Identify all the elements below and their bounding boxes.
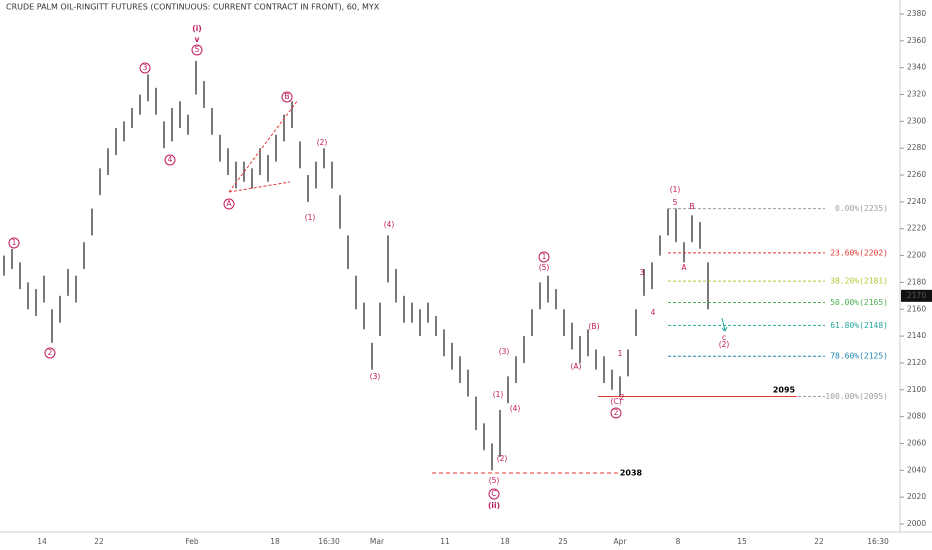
chart-title: CRUDE PALM OIL-RINGITT FUTURES (CONTINUO… — [6, 3, 380, 12]
x-tick-label: 18 — [270, 537, 280, 546]
wave-label: 4 — [168, 155, 173, 164]
x-tick-label: 14 — [37, 537, 47, 546]
level-label: 2038 — [620, 469, 643, 478]
wave-circle — [488, 488, 500, 500]
y-tick-label: 2040 — [907, 465, 926, 474]
wave-label: (2) — [317, 138, 328, 147]
fib-label: 38.20%(2181) — [830, 277, 888, 286]
wave-label: 1 — [12, 238, 17, 247]
wave-label: 2 — [614, 408, 619, 417]
fib-label: 61.80%(2148) — [830, 321, 888, 330]
wave-label: (A) — [571, 362, 582, 371]
wave-label: (B) — [589, 322, 600, 331]
wave-label: v — [195, 35, 200, 44]
x-tick-label: 15 — [737, 537, 747, 546]
y-tick-label: 2260 — [907, 170, 926, 179]
y-tick-label: 2340 — [907, 63, 926, 72]
wave-circle — [44, 347, 56, 359]
x-tick-label: 16:30 — [867, 537, 889, 546]
wave-label: (ii) — [488, 501, 500, 510]
y-tick-label: 2060 — [907, 438, 926, 447]
wave-circle — [538, 251, 550, 263]
last-price-tag — [901, 289, 932, 302]
wave-circle — [610, 407, 622, 419]
y-tick-label: 2020 — [907, 492, 926, 501]
wave-circle — [223, 198, 235, 210]
x-tick-label: 11 — [440, 537, 450, 546]
wave-label: c — [722, 333, 726, 342]
y-tick-label: 2220 — [907, 224, 926, 233]
wave-label: 1 — [542, 252, 547, 261]
y-tick-label: 2100 — [907, 385, 926, 394]
wave-label: 3 — [640, 268, 645, 277]
y-tick-label: 2120 — [907, 358, 926, 367]
x-tick-label: 22 — [814, 537, 824, 546]
wave-circle — [281, 91, 293, 103]
x-tick-label: 8 — [676, 537, 681, 546]
y-tick-label: 2180 — [907, 277, 926, 286]
y-tick-label: 2000 — [907, 519, 926, 528]
wave-circle — [164, 154, 176, 166]
wave-circle — [8, 237, 20, 249]
y-tick-label: 2320 — [907, 90, 926, 99]
wave-label: 2 — [48, 348, 53, 357]
level-label: 2095 — [773, 386, 796, 395]
wave-label: 3 — [143, 63, 148, 72]
wave-label: 1 — [618, 349, 623, 358]
wave-label: (2) — [497, 454, 508, 463]
x-tick-label: 22 — [94, 537, 104, 546]
wave-circle — [139, 62, 151, 74]
y-tick-label: 2300 — [907, 116, 926, 125]
wave-label: (3) — [499, 347, 510, 356]
wave-label: B — [284, 92, 289, 101]
wave-label: (i) — [192, 24, 201, 33]
wave-label: (1) — [305, 213, 316, 222]
arrow — [721, 317, 728, 332]
y-tick-label: 2200 — [907, 251, 926, 260]
x-tick-label: Apr — [614, 537, 628, 546]
y-tick-label: 2240 — [907, 197, 926, 206]
y-tick-label: 2280 — [907, 143, 926, 152]
y-tick-label: 2380 — [907, 9, 926, 18]
wave-label: (4) — [510, 404, 521, 413]
fib-label: 78.60%(2125) — [830, 352, 888, 361]
wave-label: 5 — [195, 45, 200, 54]
wave-label: (5) — [489, 476, 500, 485]
wave-label: (1) — [493, 390, 504, 399]
x-tick-label: 16:30 — [318, 537, 340, 546]
x-tick-label: 18 — [500, 537, 510, 546]
wave-circle — [191, 44, 203, 56]
triangle-line — [228, 181, 291, 193]
wave-label: 2 — [620, 393, 625, 402]
x-tick-label: Feb — [185, 537, 199, 546]
last-price-label: 2170 — [907, 291, 926, 300]
wave-label: 5 — [673, 198, 678, 207]
wave-label: (C) — [610, 397, 621, 406]
wave-label: (1) — [670, 185, 681, 194]
wave-label: A — [226, 199, 232, 208]
wave-label: (5) — [539, 263, 550, 272]
y-tick-label: 2140 — [907, 331, 926, 340]
wave-label: (4) — [384, 220, 395, 229]
x-tick-label: 25 — [558, 537, 568, 546]
y-tick-label: 2360 — [907, 36, 926, 45]
wave-label: B — [689, 202, 694, 211]
fib-label: 100.00%(2095) — [825, 392, 888, 401]
fib-label: 23.60%(2202) — [830, 248, 888, 257]
fib-label: 50.00%(2165) — [830, 298, 888, 307]
y-tick-label: 2080 — [907, 412, 926, 421]
y-tick-label: 2160 — [907, 304, 926, 313]
wave-label: C — [491, 489, 496, 498]
wave-label: A — [681, 263, 687, 272]
wave-label: (3) — [370, 372, 381, 381]
wave-label: (2) — [719, 340, 730, 349]
fib-label: 0.00%(2235) — [835, 204, 888, 213]
wave-label: 4 — [651, 308, 656, 317]
triangle-line — [228, 99, 299, 193]
x-tick-label: Mar — [370, 537, 385, 546]
